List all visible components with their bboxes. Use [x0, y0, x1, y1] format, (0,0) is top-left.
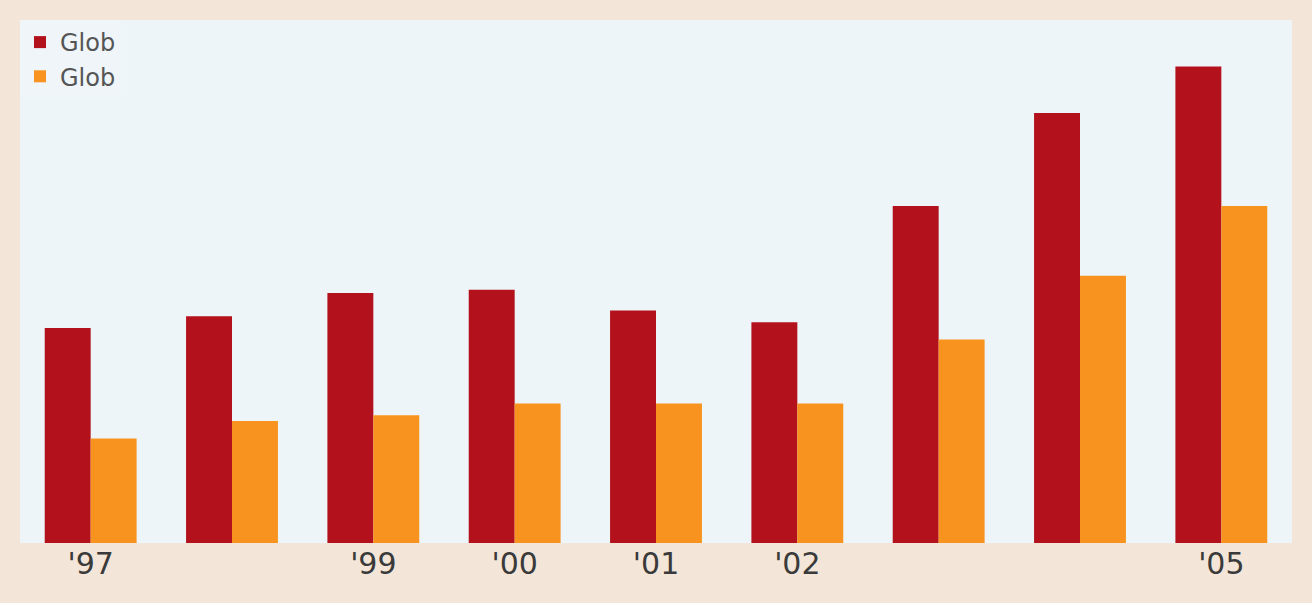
svg-text:'05: '05	[1198, 546, 1244, 581]
svg-text:'00: '00	[491, 546, 537, 581]
svg-text:'01: '01	[633, 546, 679, 581]
svg-text:'99: '99	[350, 546, 396, 581]
svg-text:Glob: Glob	[60, 64, 115, 92]
svg-text:'97: '97	[67, 546, 113, 581]
svg-text:'02: '02	[774, 546, 820, 581]
svg-text:Glob: Glob	[60, 29, 115, 57]
